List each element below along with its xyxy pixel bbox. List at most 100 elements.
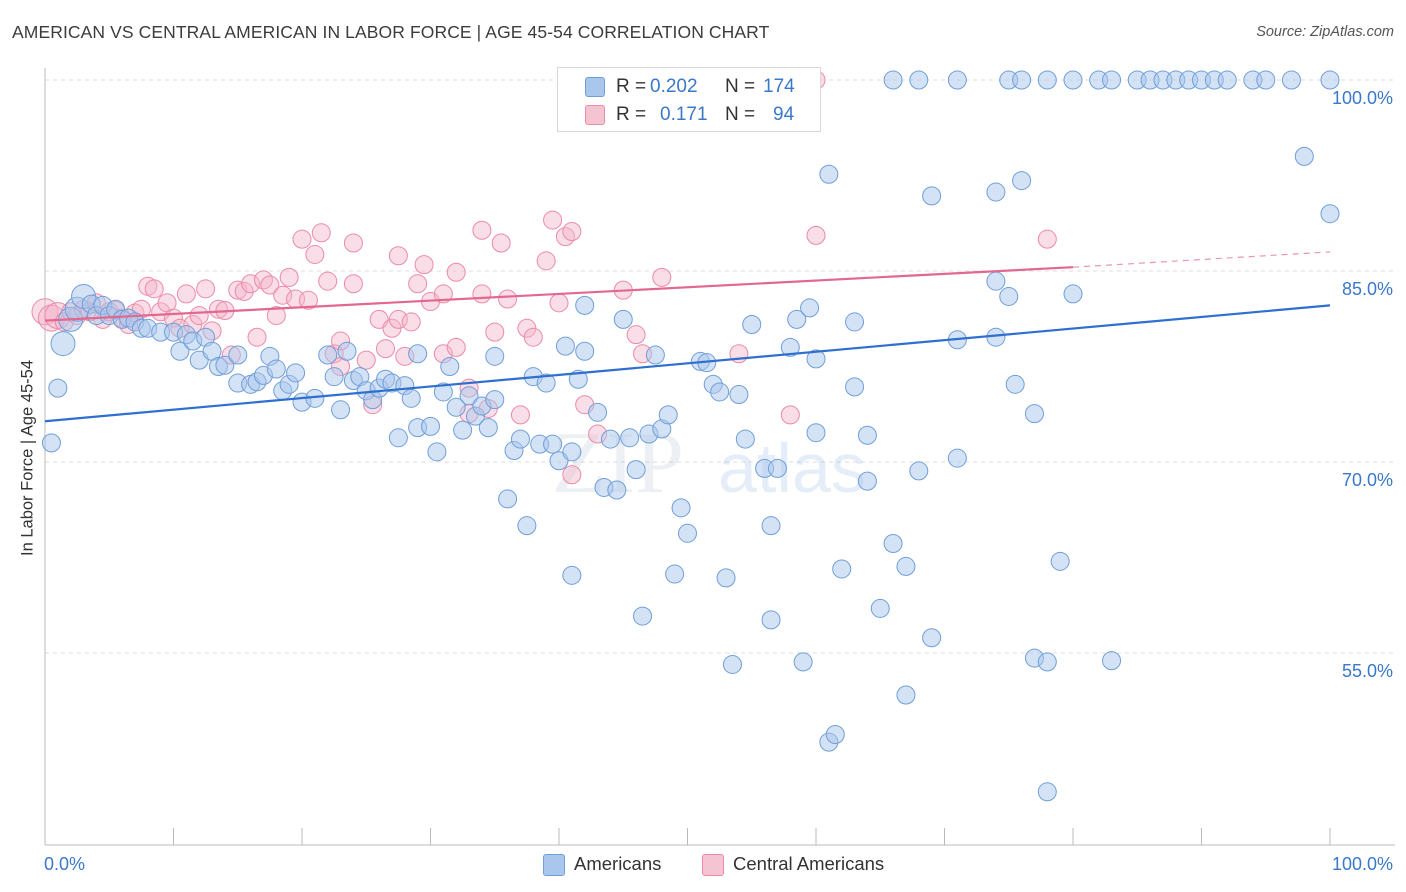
data-point-central-american	[176, 284, 196, 304]
data-point-american	[170, 341, 190, 361]
data-point-american	[485, 346, 505, 366]
data-point-american	[562, 442, 582, 462]
data-point-american	[50, 331, 76, 357]
data-point-american	[857, 425, 877, 445]
legend-row-central-americans: R = 0.171 N = 94	[558, 101, 820, 129]
chart-title: AMERICAN VS CENTRAL AMERICAN IN LABOR FO…	[12, 22, 770, 42]
trend-lines	[44, 251, 1331, 423]
data-point-american	[485, 390, 505, 410]
data-point-american	[986, 182, 1006, 202]
data-point-american	[716, 568, 736, 588]
data-point-american	[857, 471, 877, 491]
data-point-central-american	[266, 306, 286, 326]
data-point-american	[286, 363, 306, 383]
data-point-central-american	[510, 405, 530, 425]
data-point-central-american	[241, 274, 261, 294]
legend-label-americans: Americans	[574, 853, 662, 874]
legend-n-label: N =	[725, 104, 756, 125]
data-point-central-american	[279, 267, 299, 287]
data-point-central-american	[253, 270, 273, 290]
data-point-american	[575, 295, 595, 315]
data-point-central-american	[555, 227, 575, 247]
data-point-american	[883, 533, 903, 553]
data-point-american	[633, 606, 653, 626]
data-point-central-american	[234, 281, 254, 301]
americans-swatch	[543, 854, 565, 876]
data-point-american	[1063, 284, 1083, 304]
data-point-central-american	[485, 322, 505, 342]
stats-legend: R = 0.202 N = 174 R = 0.171 N = 94	[557, 67, 821, 132]
data-point-american	[575, 341, 595, 361]
grid-lines	[45, 79, 1395, 654]
data-point-american	[620, 428, 640, 448]
data-point-central-american	[247, 327, 267, 347]
data-point-american	[543, 434, 563, 454]
data-point-american	[1012, 171, 1032, 191]
data-point-american	[909, 461, 929, 481]
data-point-american	[819, 164, 839, 184]
data-point-american	[729, 385, 749, 405]
data-point-american	[1037, 652, 1057, 672]
data-point-american	[671, 498, 691, 518]
data-point-american	[453, 420, 473, 440]
data-point-central-american	[543, 210, 563, 230]
data-point-american	[421, 416, 440, 436]
y-tick-label: 70.0%	[1342, 470, 1393, 490]
data-point-american	[761, 516, 781, 536]
data-point-american	[1320, 204, 1340, 224]
data-point-american	[1050, 551, 1070, 571]
central-americans-swatch	[585, 105, 605, 125]
data-point-american	[427, 442, 447, 462]
data-point-central-american	[433, 284, 453, 304]
data-point-central-american	[498, 289, 518, 309]
y-tick-label: 55.0%	[1342, 661, 1393, 681]
data-point-central-american	[305, 244, 325, 264]
data-point-american	[446, 397, 466, 417]
data-point-american	[440, 357, 460, 376]
trend-line-americans	[44, 304, 1331, 423]
data-point-central-american	[472, 284, 492, 304]
data-point-central-american	[549, 293, 569, 313]
data-point-american	[806, 349, 826, 369]
data-point-central-american	[806, 225, 826, 245]
legend-label-central-americans: Central Americans	[733, 853, 885, 874]
data-point-american	[883, 70, 903, 90]
data-point-american	[800, 298, 820, 318]
data-point-american	[896, 556, 916, 576]
data-point-american	[665, 564, 685, 584]
data-point-central-american	[491, 233, 511, 253]
data-point-american	[767, 458, 787, 478]
data-point-central-american	[189, 306, 209, 326]
trend-line-central-americans-extension	[1072, 251, 1331, 268]
tick-labels: 55.0% 70.0% 85.0% 100.0% 0.0% 100.0%	[44, 88, 1393, 874]
americans-points	[41, 70, 1340, 802]
data-point-american	[266, 359, 286, 379]
data-point-american	[845, 312, 865, 332]
data-point-central-american	[446, 262, 466, 282]
data-point-central-american	[523, 327, 543, 347]
data-point-central-american	[626, 325, 646, 345]
data-point-american	[324, 367, 344, 387]
data-point-american	[780, 337, 800, 357]
data-point-american	[1256, 70, 1276, 90]
data-point-american	[761, 610, 781, 630]
legend-r-value: 0.202	[650, 76, 698, 97]
data-point-american	[401, 388, 421, 408]
data-point-central-american	[311, 223, 331, 243]
x-tick-label: 100.0%	[1332, 854, 1393, 874]
data-point-american	[742, 314, 762, 334]
data-point-american	[986, 327, 1006, 347]
data-point-central-american	[318, 271, 338, 291]
data-point-central-american	[388, 246, 408, 266]
data-point-american	[517, 516, 537, 536]
data-point-american	[1037, 782, 1057, 802]
data-point-american	[1012, 70, 1032, 90]
data-point-american	[388, 428, 408, 448]
data-point-american	[825, 724, 845, 744]
legend-r-value: 0.171	[660, 104, 708, 125]
legend-row-americans: R = 0.202 N = 174	[558, 73, 820, 101]
data-point-american	[896, 685, 916, 705]
data-point-american	[408, 344, 428, 364]
data-point-central-american	[446, 337, 466, 357]
data-point-american	[1102, 651, 1122, 671]
